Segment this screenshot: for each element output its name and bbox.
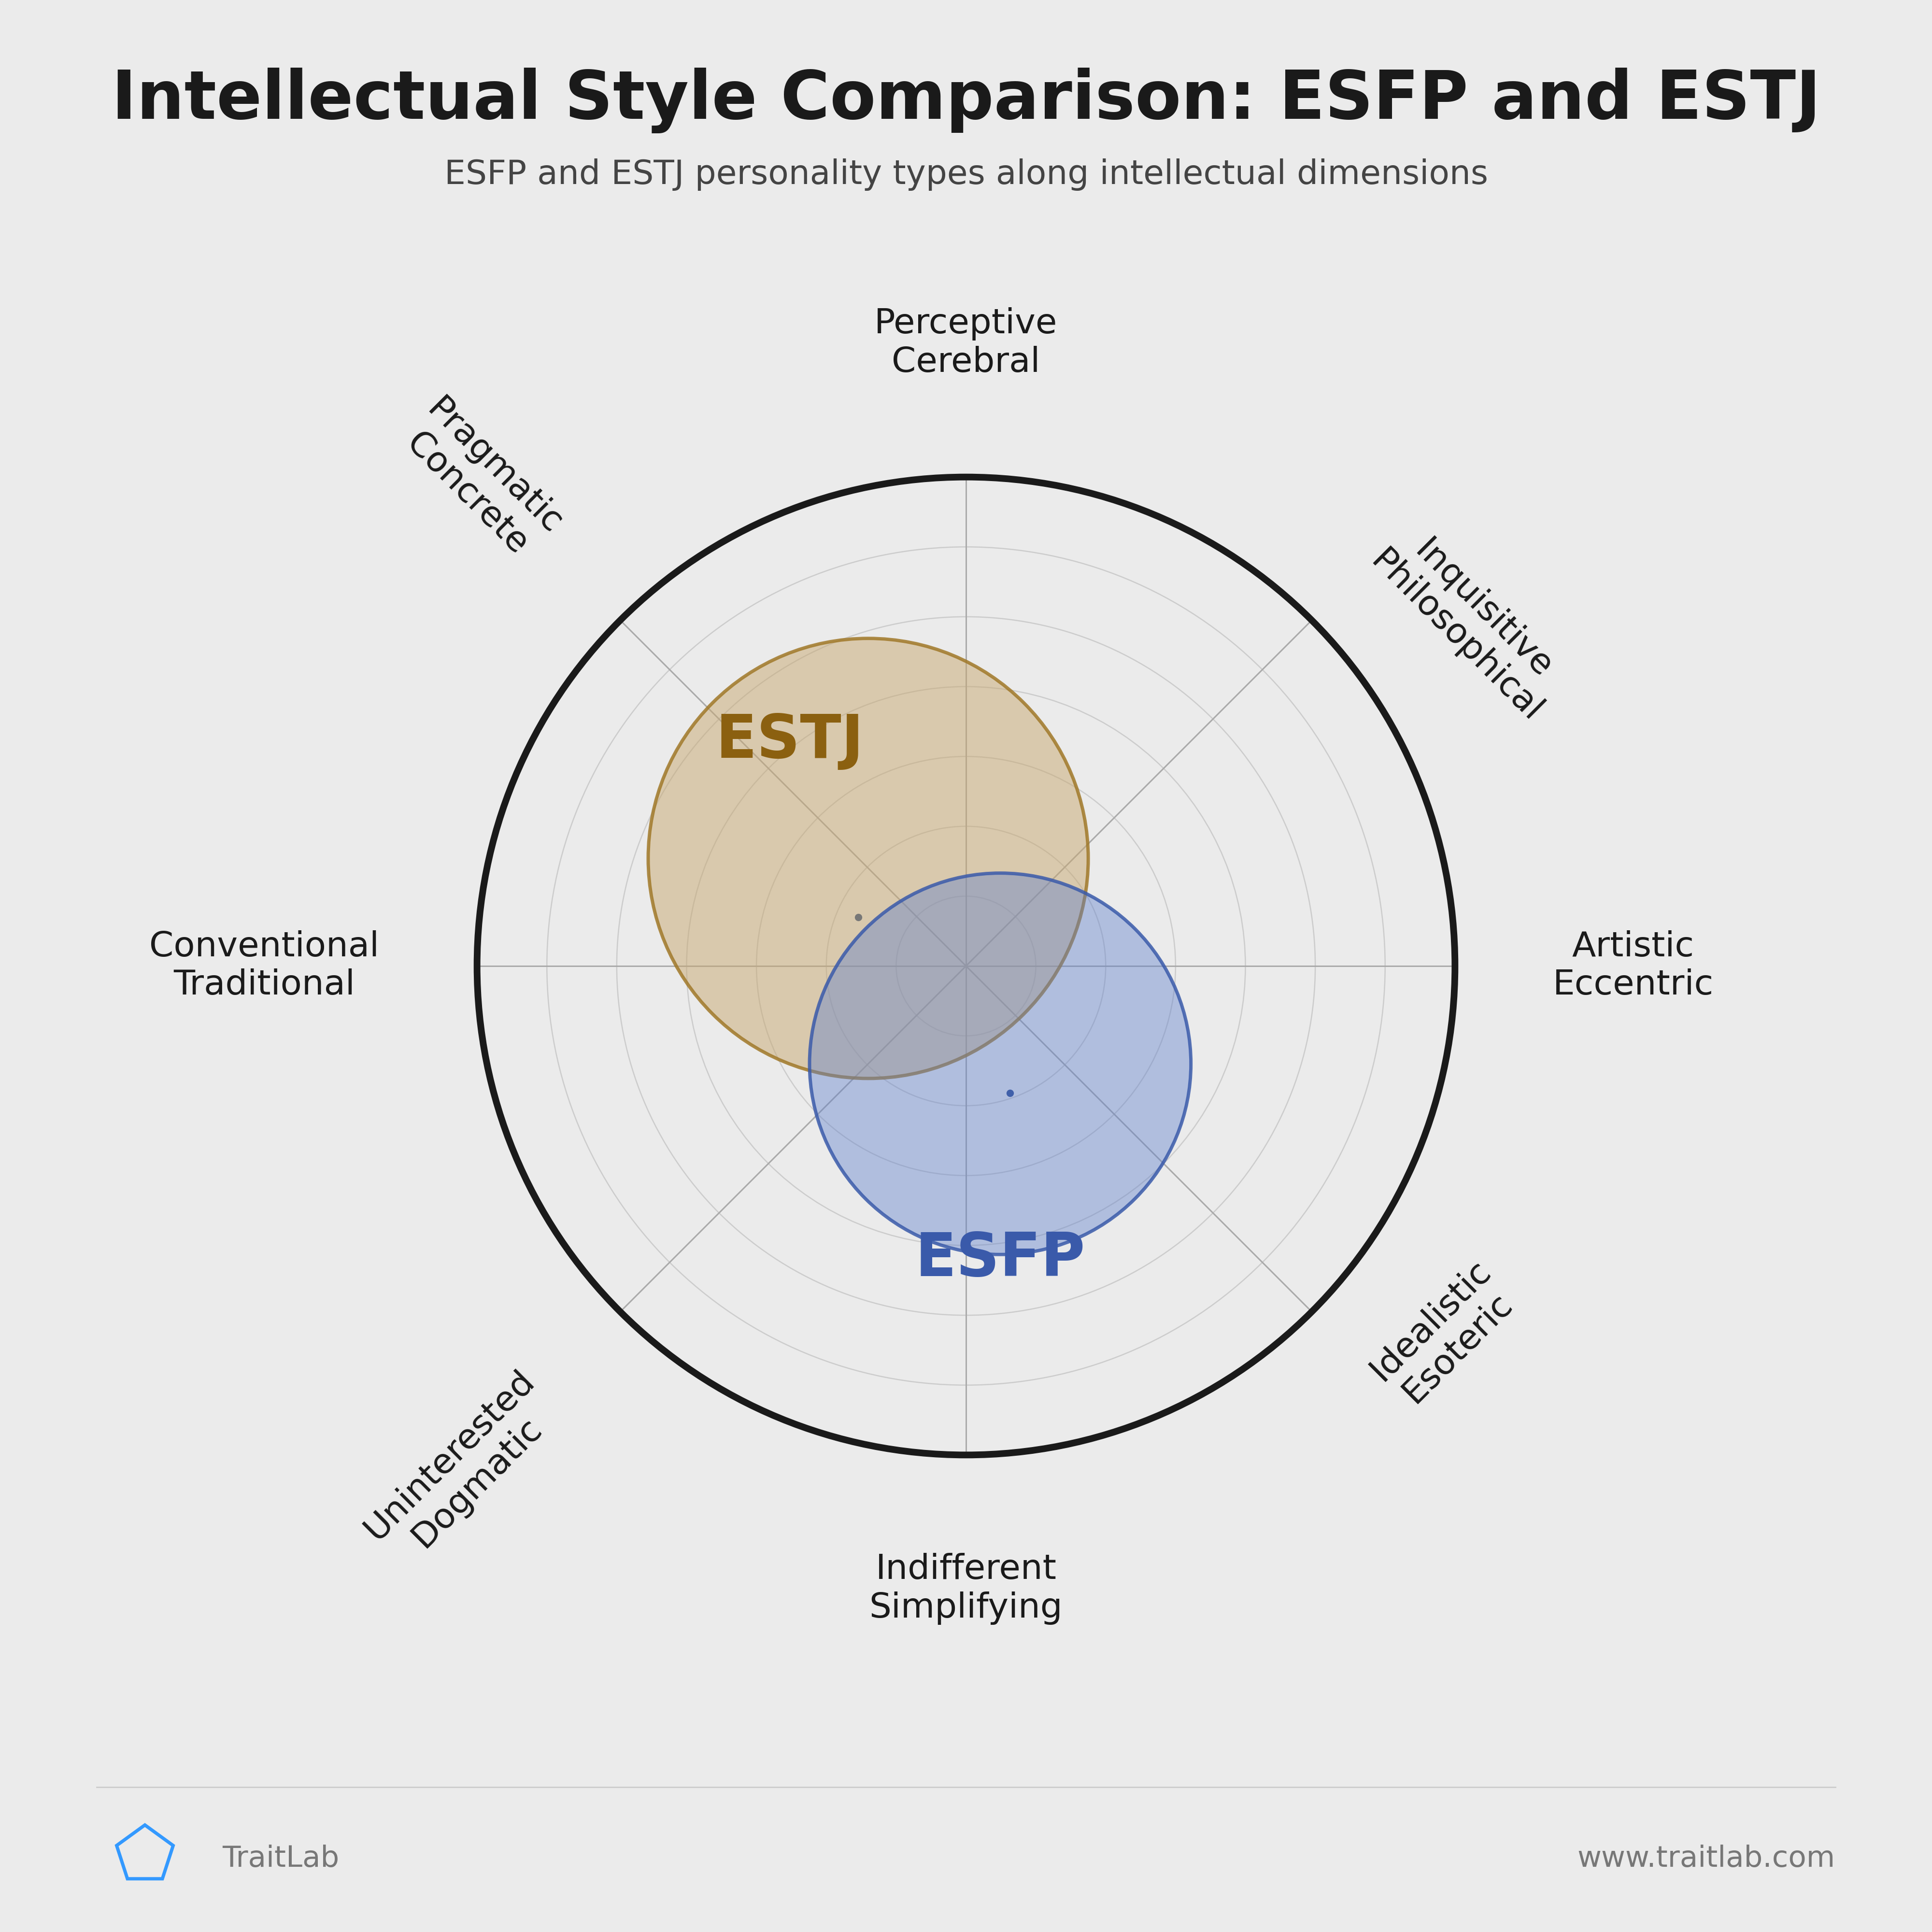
Text: Pragmatic
Concrete: Pragmatic Concrete — [392, 392, 568, 568]
Text: Inquisitive
Philosophical: Inquisitive Philosophical — [1364, 518, 1575, 728]
Text: TraitLab: TraitLab — [222, 1845, 340, 1872]
Text: Perceptive
Cerebral: Perceptive Cerebral — [875, 307, 1057, 379]
Text: ESFP: ESFP — [916, 1231, 1086, 1289]
Text: Uninterested
Dogmatic: Uninterested Dogmatic — [357, 1364, 568, 1575]
Text: Intellectual Style Comparison: ESFP and ESTJ: Intellectual Style Comparison: ESFP and … — [112, 68, 1820, 133]
Text: Idealistic
Esoteric: Idealistic Esoteric — [1364, 1254, 1524, 1414]
Text: ESTJ: ESTJ — [715, 711, 864, 771]
Text: Conventional
Traditional: Conventional Traditional — [149, 929, 379, 1003]
Text: ESFP and ESTJ personality types along intellectual dimensions: ESFP and ESTJ personality types along in… — [444, 158, 1488, 191]
Text: www.traitlab.com: www.traitlab.com — [1577, 1845, 1835, 1872]
Text: Artistic
Eccentric: Artistic Eccentric — [1553, 929, 1714, 1003]
Text: Indifferent
Simplifying: Indifferent Simplifying — [869, 1553, 1063, 1625]
Ellipse shape — [810, 873, 1190, 1254]
Ellipse shape — [647, 638, 1088, 1078]
